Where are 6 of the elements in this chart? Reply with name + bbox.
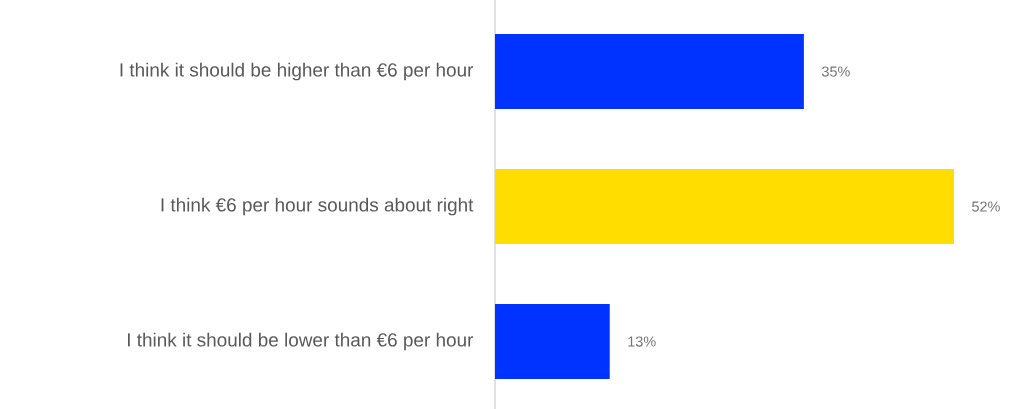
data-label: 13% <box>628 336 656 347</box>
y-tick-label: I think it should be lower than €6 per hour <box>127 332 474 351</box>
y-tick-label: I think €6 per hour sounds about right <box>161 197 474 216</box>
y-tick-label: I think it should be higher than €6 per hour <box>120 62 474 81</box>
data-label: 35% <box>821 66 850 77</box>
data-label: 52% <box>972 201 1000 212</box>
